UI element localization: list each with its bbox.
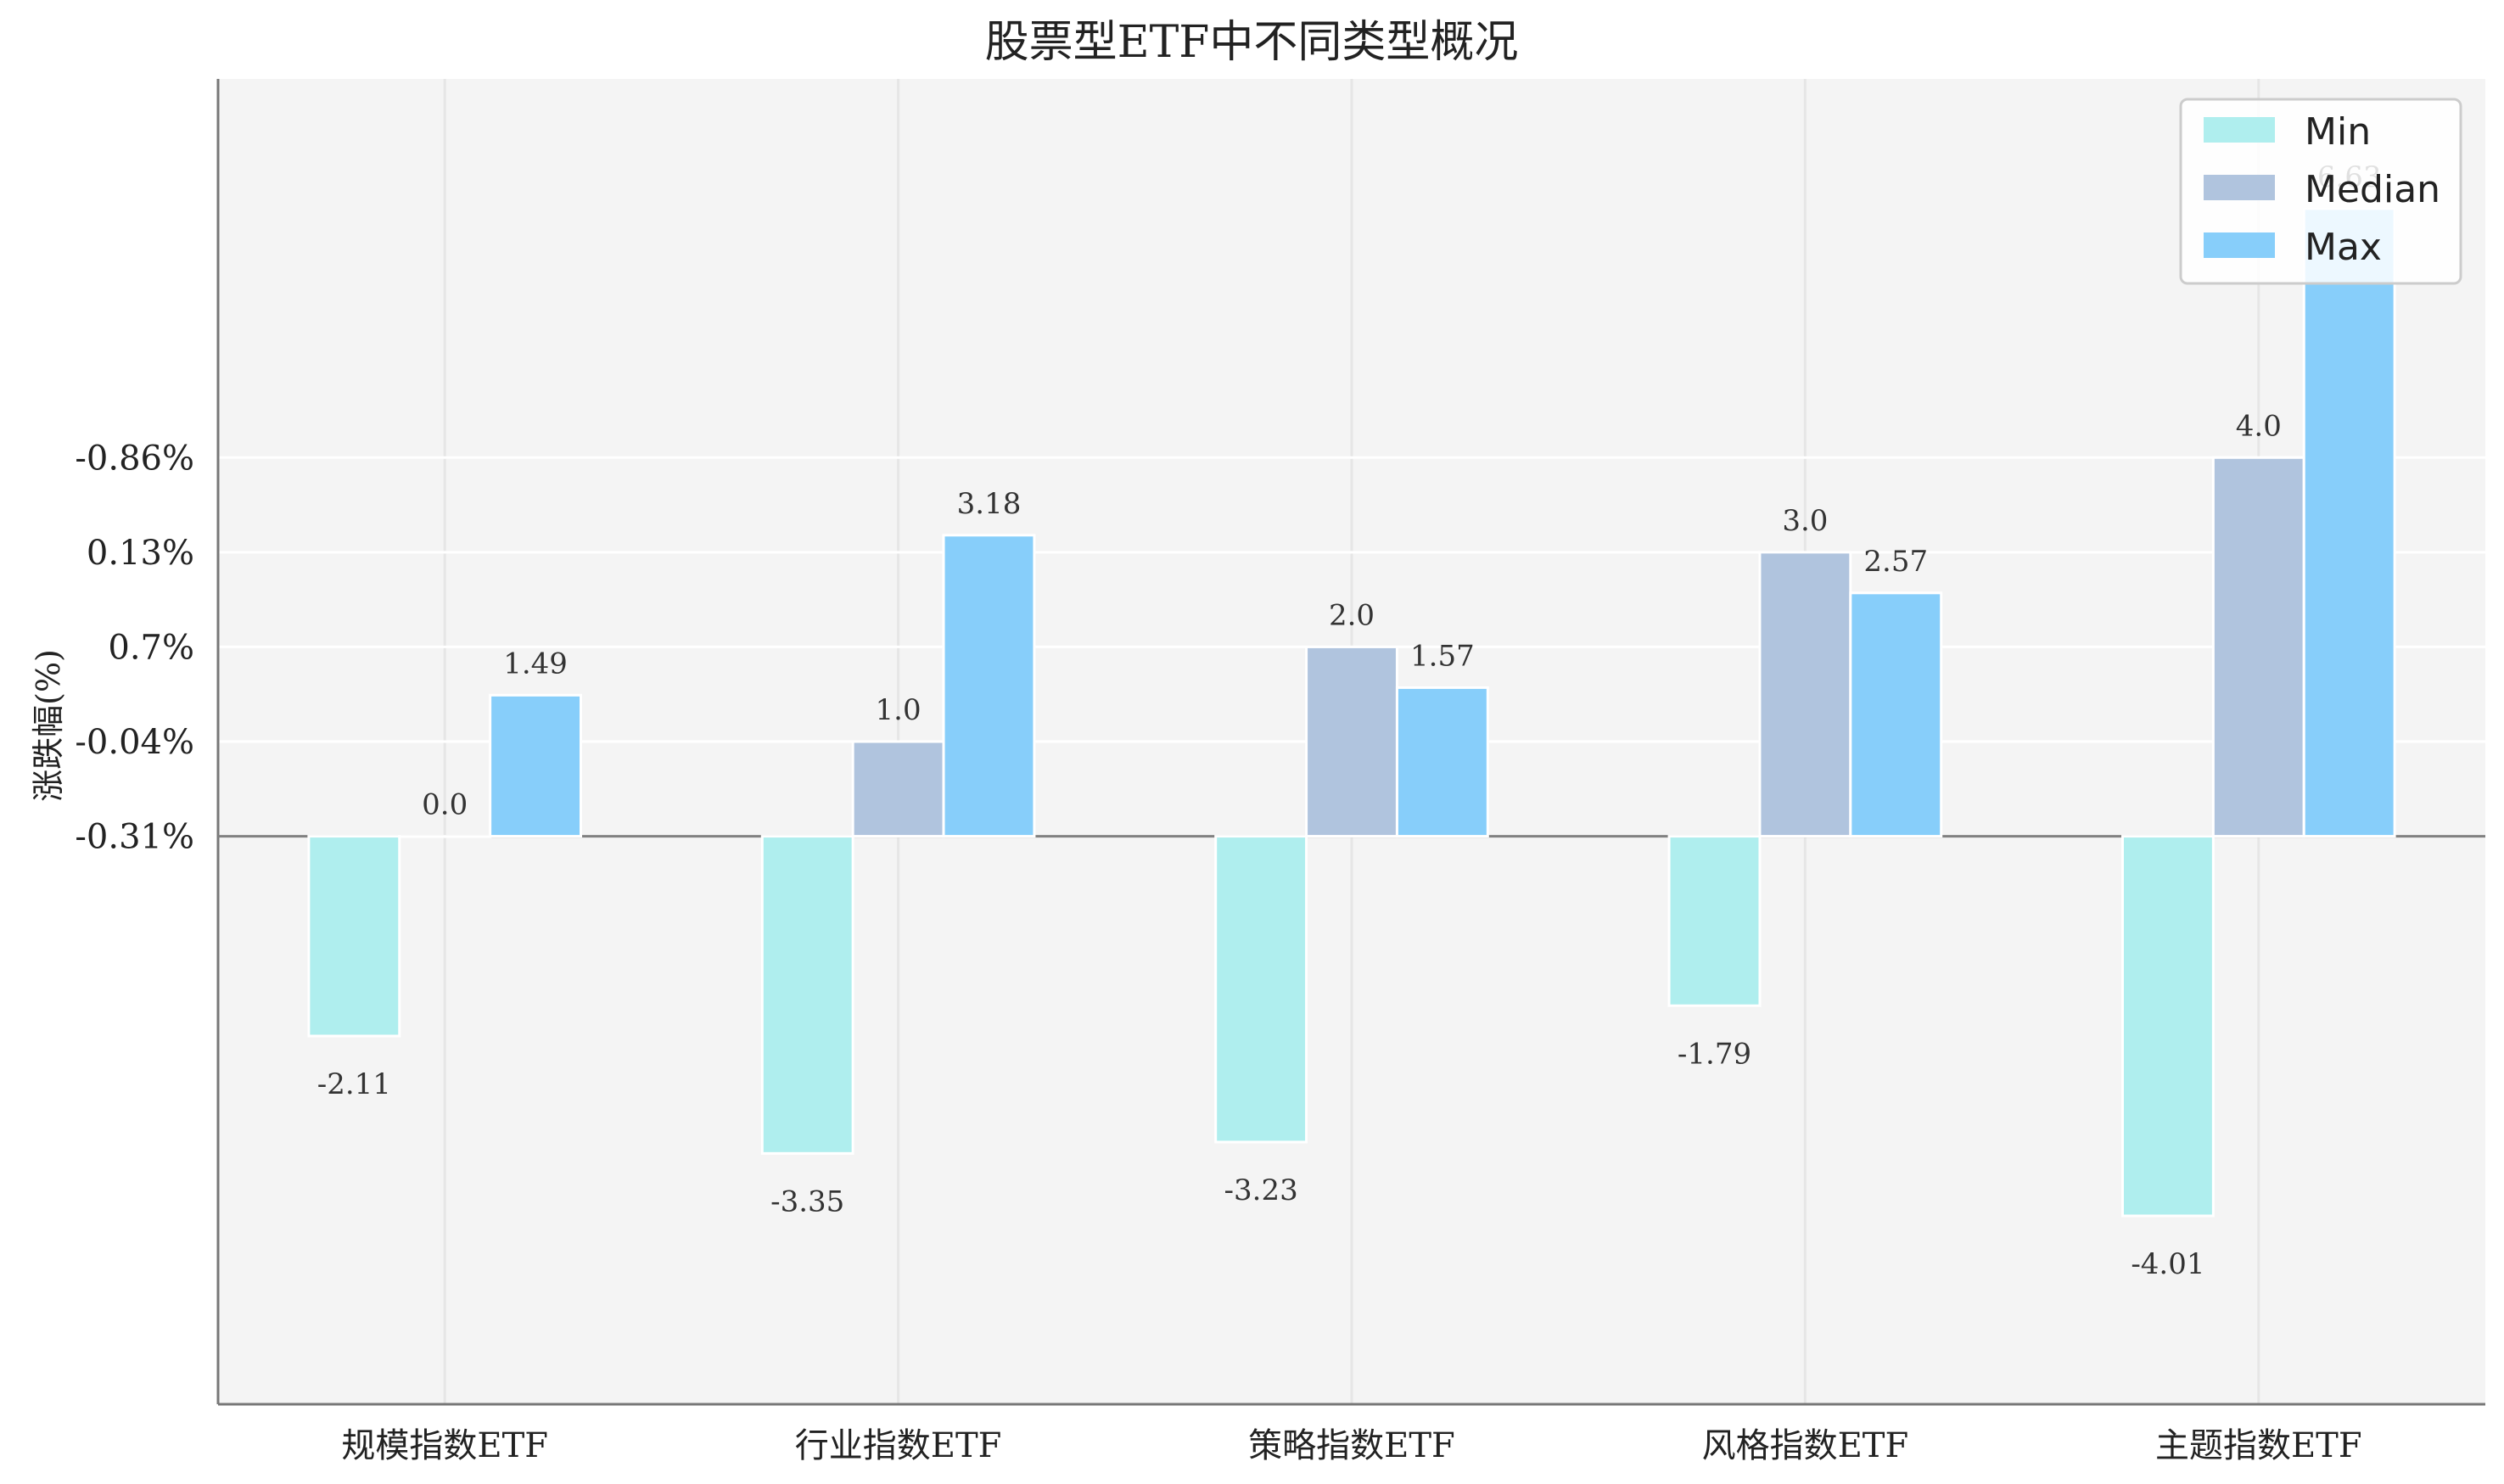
legend: Min Median Max (2179, 98, 2462, 285)
legend-label-max: Max (2305, 226, 2382, 269)
bar-max (2302, 207, 2396, 838)
legend-label-min: Min (2305, 110, 2371, 154)
bar-median (851, 740, 945, 838)
bar-max (1849, 591, 1943, 838)
x-tick-label: 策略指数ETF (1248, 1426, 1455, 1465)
data-label: -2.11 (317, 1067, 391, 1101)
y-tick-label: -0.31% (75, 818, 194, 857)
y-tick-labels: -0.31% -0.04% 0.7% 0.13% -0.86% (75, 439, 194, 856)
data-label: 4.0 (2236, 409, 2282, 443)
x-tick-label: 行业指数ETF (795, 1426, 1002, 1465)
bar-max (489, 693, 583, 838)
bar-min (307, 835, 401, 1038)
y-tick-label: 0.7% (108, 628, 194, 667)
y-axis-label: 涨跌幅(%) (30, 649, 67, 802)
data-label: 1.49 (503, 647, 568, 680)
bar-min (2120, 835, 2215, 1218)
data-label: 2.0 (1329, 598, 1375, 632)
bar-median (2211, 456, 2305, 838)
bar-min (760, 835, 854, 1155)
bar-median (1758, 551, 1852, 838)
data-label: 2.57 (1863, 545, 1928, 579)
x-tick-label: 风格指数ETF (1702, 1426, 1909, 1465)
data-label: 3.0 (1782, 504, 1828, 538)
legend-swatch-median (2204, 175, 2275, 200)
x-tick-label: 主题指数ETF (2155, 1426, 2362, 1465)
legend-swatch-min (2204, 117, 2275, 143)
bar-median (1305, 645, 1398, 838)
data-label: 0.0 (422, 788, 468, 822)
legend-label-median: Median (2305, 168, 2440, 211)
data-label: -3.23 (1224, 1173, 1298, 1207)
data-label: 1.57 (1410, 639, 1475, 673)
y-tick-label: -0.86% (75, 439, 194, 478)
data-label: -4.01 (2131, 1247, 2204, 1281)
bars (307, 207, 2396, 1218)
x-tick-labels: 规模指数ETF 行业指数ETF 策略指数ETF 风格指数ETF 主题指数ETF (341, 1426, 2361, 1465)
chart-title: 股票型ETF中不同类型概况 (985, 17, 1519, 68)
bar-max (1395, 686, 1489, 838)
bar-max (942, 534, 1036, 838)
x-tick-label: 规模指数ETF (341, 1426, 548, 1465)
data-label: 1.0 (876, 693, 921, 727)
y-tick-label: -0.04% (75, 723, 194, 762)
data-label: 3.18 (957, 487, 1022, 521)
bar-min (1667, 835, 1762, 1007)
y-tick-label: 0.13% (87, 534, 194, 573)
data-label: -3.35 (770, 1184, 844, 1218)
legend-swatch-max (2204, 232, 2275, 258)
data-label: -1.79 (1678, 1037, 1751, 1071)
bar-min (1214, 835, 1308, 1144)
